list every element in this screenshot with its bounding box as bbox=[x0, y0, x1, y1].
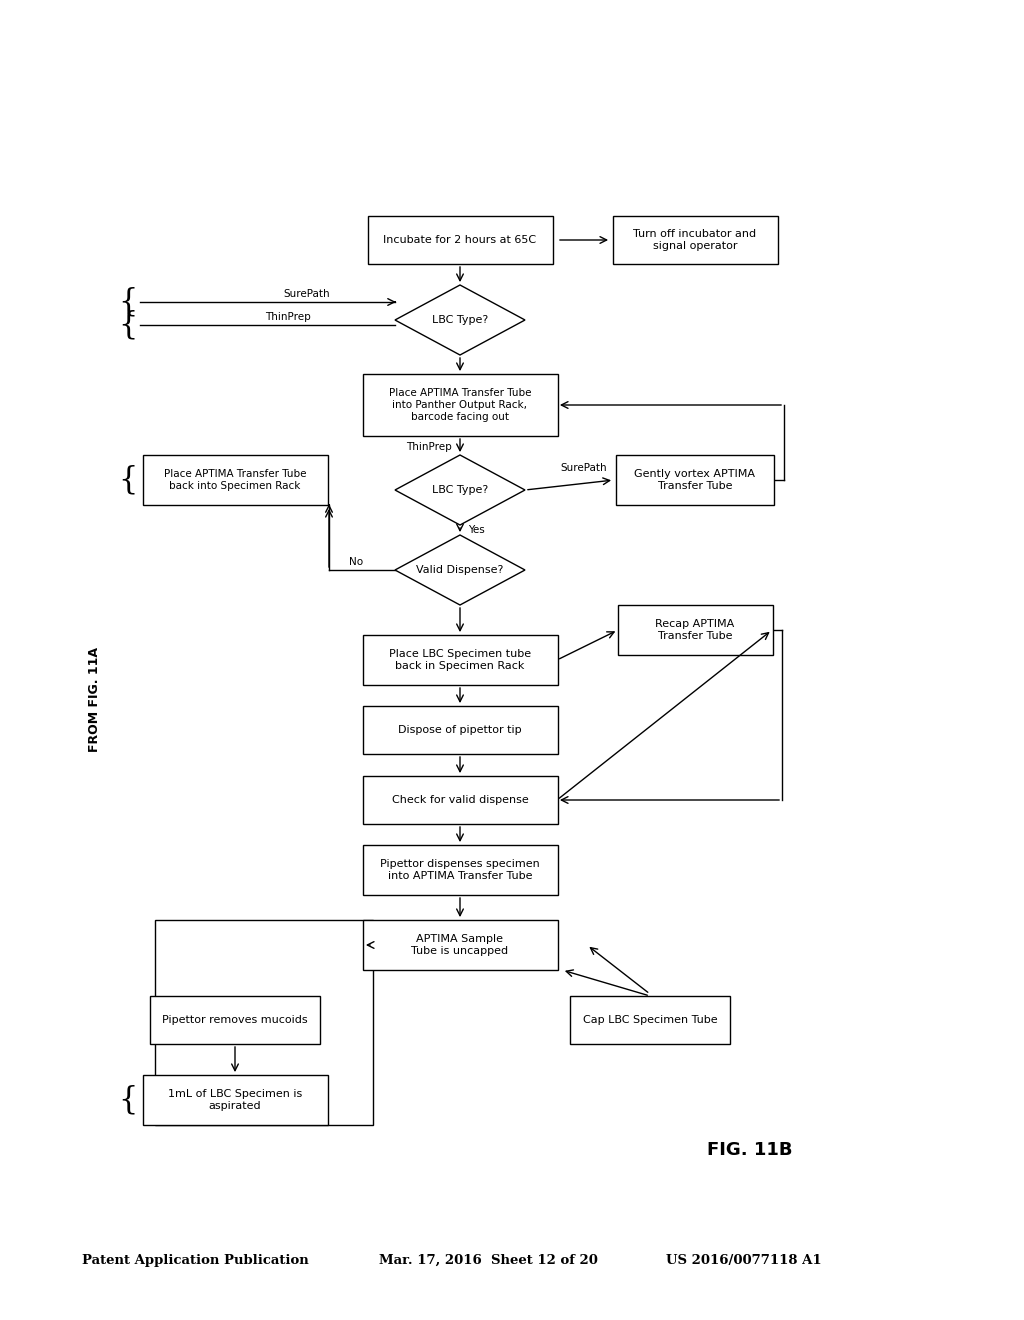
Text: SurePath: SurePath bbox=[560, 463, 606, 473]
Text: Yes: Yes bbox=[468, 525, 484, 535]
Text: No: No bbox=[349, 557, 364, 568]
FancyBboxPatch shape bbox=[368, 216, 553, 264]
Text: Place LBC Specimen tube
back in Specimen Rack: Place LBC Specimen tube back in Specimen… bbox=[389, 649, 531, 671]
FancyBboxPatch shape bbox=[616, 455, 774, 506]
FancyBboxPatch shape bbox=[617, 605, 772, 655]
Text: Mar. 17, 2016  Sheet 12 of 20: Mar. 17, 2016 Sheet 12 of 20 bbox=[379, 1254, 598, 1267]
Text: {: { bbox=[119, 465, 137, 495]
Text: FIG. 11B: FIG. 11B bbox=[708, 1140, 793, 1159]
Text: Place APTIMA Transfer Tube
back into Specimen Rack: Place APTIMA Transfer Tube back into Spe… bbox=[164, 469, 306, 491]
Text: APTIMA Sample
Tube is uncapped: APTIMA Sample Tube is uncapped bbox=[412, 933, 509, 956]
Text: Turn off incubator and
signal operator: Turn off incubator and signal operator bbox=[634, 228, 757, 251]
Text: {: { bbox=[119, 1085, 137, 1115]
Text: {: { bbox=[119, 309, 137, 341]
Text: Pipettor dispenses specimen
into APTIMA Transfer Tube: Pipettor dispenses specimen into APTIMA … bbox=[380, 859, 540, 882]
Polygon shape bbox=[395, 455, 525, 525]
Text: ThinPrep: ThinPrep bbox=[265, 312, 310, 322]
FancyBboxPatch shape bbox=[362, 920, 557, 970]
Text: Valid Dispense?: Valid Dispense? bbox=[417, 565, 504, 576]
Text: LBC Type?: LBC Type? bbox=[432, 484, 488, 495]
FancyBboxPatch shape bbox=[570, 997, 730, 1044]
Text: Dispose of pipettor tip: Dispose of pipettor tip bbox=[398, 725, 522, 735]
Text: US 2016/0077118 A1: US 2016/0077118 A1 bbox=[666, 1254, 821, 1267]
Text: Recap APTIMA
Transfer Tube: Recap APTIMA Transfer Tube bbox=[655, 619, 734, 642]
Text: Pipettor removes mucoids: Pipettor removes mucoids bbox=[162, 1015, 308, 1026]
Text: Incubate for 2 hours at 65C: Incubate for 2 hours at 65C bbox=[383, 235, 537, 246]
Text: Cap LBC Specimen Tube: Cap LBC Specimen Tube bbox=[583, 1015, 718, 1026]
FancyBboxPatch shape bbox=[612, 216, 777, 264]
Text: {: { bbox=[119, 286, 137, 318]
FancyBboxPatch shape bbox=[362, 374, 557, 436]
FancyBboxPatch shape bbox=[142, 1074, 328, 1125]
Text: LBC Type?: LBC Type? bbox=[432, 315, 488, 325]
Text: Patent Application Publication: Patent Application Publication bbox=[82, 1254, 308, 1267]
Text: Check for valid dispense: Check for valid dispense bbox=[391, 795, 528, 805]
FancyBboxPatch shape bbox=[362, 845, 557, 895]
FancyBboxPatch shape bbox=[362, 776, 557, 824]
Text: Gently vortex APTIMA
Transfer Tube: Gently vortex APTIMA Transfer Tube bbox=[635, 469, 756, 491]
Text: 1mL of LBC Specimen is
aspirated: 1mL of LBC Specimen is aspirated bbox=[168, 1089, 302, 1111]
FancyBboxPatch shape bbox=[362, 706, 557, 754]
FancyBboxPatch shape bbox=[150, 997, 319, 1044]
Polygon shape bbox=[395, 535, 525, 605]
FancyBboxPatch shape bbox=[362, 635, 557, 685]
Text: SurePath: SurePath bbox=[284, 289, 330, 300]
Text: Place APTIMA Transfer Tube
into Panther Output Rack,
barcode facing out: Place APTIMA Transfer Tube into Panther … bbox=[389, 388, 531, 422]
Text: FROM FIG. 11A: FROM FIG. 11A bbox=[88, 648, 101, 752]
Polygon shape bbox=[395, 285, 525, 355]
Text: ThinPrep: ThinPrep bbox=[407, 442, 452, 451]
FancyBboxPatch shape bbox=[142, 455, 328, 506]
